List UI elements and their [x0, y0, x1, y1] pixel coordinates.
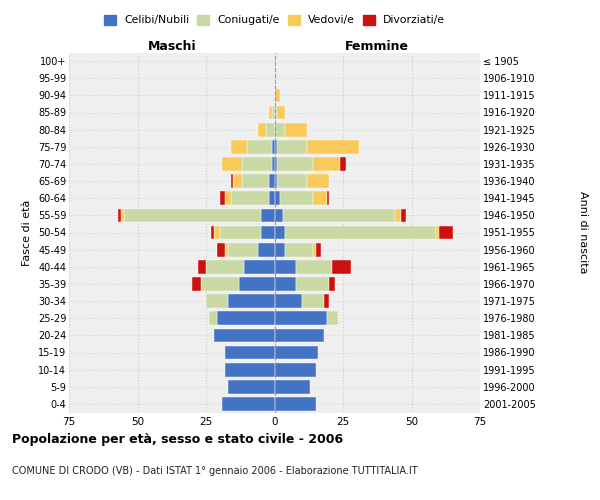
Bar [239, 277, 275, 291]
Bar [118, 208, 121, 222]
Bar [275, 123, 286, 136]
Bar [217, 243, 225, 256]
Bar [313, 243, 316, 256]
Bar [220, 226, 261, 239]
Bar [307, 140, 359, 153]
Bar [302, 294, 324, 308]
Bar [277, 174, 307, 188]
Y-axis label: Fasce di età: Fasce di età [22, 200, 32, 266]
Bar [230, 192, 269, 205]
Bar [329, 277, 335, 291]
Text: COMUNE DI CRODO (VB) - Dati ISTAT 1° gennaio 2006 - Elaborazione TUTTITALIA.IT: COMUNE DI CRODO (VB) - Dati ISTAT 1° gen… [12, 466, 418, 476]
Bar [225, 192, 230, 205]
Bar [275, 346, 319, 360]
Bar [275, 363, 316, 376]
Bar [307, 174, 329, 188]
Bar [228, 380, 275, 394]
Bar [225, 346, 275, 360]
Bar [275, 328, 324, 342]
Bar [326, 192, 329, 205]
Bar [313, 157, 340, 171]
Bar [275, 208, 283, 222]
Bar [286, 226, 436, 239]
Bar [206, 294, 228, 308]
Bar [275, 174, 277, 188]
Bar [192, 277, 200, 291]
Bar [261, 208, 275, 222]
Bar [296, 277, 329, 291]
Bar [275, 260, 296, 274]
Bar [272, 106, 275, 120]
Bar [275, 312, 326, 325]
Bar [269, 174, 275, 188]
Bar [296, 260, 332, 274]
Bar [214, 226, 220, 239]
Bar [230, 174, 233, 188]
Bar [286, 123, 307, 136]
Bar [198, 260, 206, 274]
Bar [275, 243, 286, 256]
Bar [275, 106, 277, 120]
Bar [275, 380, 310, 394]
Bar [272, 140, 275, 153]
Bar [401, 208, 406, 222]
Bar [277, 106, 286, 120]
Bar [277, 157, 313, 171]
Bar [206, 260, 244, 274]
Bar [233, 174, 242, 188]
Bar [277, 140, 307, 153]
Text: Maschi: Maschi [148, 40, 196, 52]
Bar [395, 208, 401, 222]
Y-axis label: Anni di nascita: Anni di nascita [578, 191, 589, 274]
Bar [209, 312, 217, 325]
Bar [313, 192, 326, 205]
Bar [269, 192, 275, 205]
Bar [436, 226, 439, 239]
Bar [340, 157, 346, 171]
Bar [220, 192, 225, 205]
Bar [439, 226, 452, 239]
Bar [244, 260, 275, 274]
Bar [261, 226, 275, 239]
Bar [275, 140, 277, 153]
Bar [332, 260, 351, 274]
Bar [247, 140, 272, 153]
Bar [223, 157, 242, 171]
Bar [283, 208, 395, 222]
Legend: Celibi/Nubili, Coniugati/e, Vedovi/e, Divorziati/e: Celibi/Nubili, Coniugati/e, Vedovi/e, Di… [104, 15, 445, 26]
Bar [225, 363, 275, 376]
Bar [275, 192, 280, 205]
Bar [228, 243, 258, 256]
Bar [242, 157, 272, 171]
Bar [275, 226, 286, 239]
Bar [275, 157, 277, 171]
Bar [275, 397, 316, 411]
Bar [316, 243, 321, 256]
Bar [124, 208, 261, 222]
Bar [266, 123, 275, 136]
Bar [223, 397, 275, 411]
Bar [275, 88, 280, 102]
Text: Popolazione per età, sesso e stato civile - 2006: Popolazione per età, sesso e stato civil… [12, 432, 343, 446]
Bar [275, 294, 302, 308]
Bar [326, 312, 338, 325]
Text: Femmine: Femmine [345, 40, 409, 52]
Bar [286, 243, 313, 256]
Bar [269, 106, 272, 120]
Bar [121, 208, 124, 222]
Bar [258, 243, 275, 256]
Bar [211, 226, 214, 239]
Bar [324, 294, 329, 308]
Bar [228, 294, 275, 308]
Bar [242, 174, 269, 188]
Bar [280, 192, 313, 205]
Bar [200, 277, 239, 291]
Bar [272, 157, 275, 171]
Bar [258, 123, 266, 136]
Bar [217, 312, 275, 325]
Bar [214, 328, 275, 342]
Bar [230, 140, 247, 153]
Bar [225, 243, 228, 256]
Bar [275, 277, 296, 291]
